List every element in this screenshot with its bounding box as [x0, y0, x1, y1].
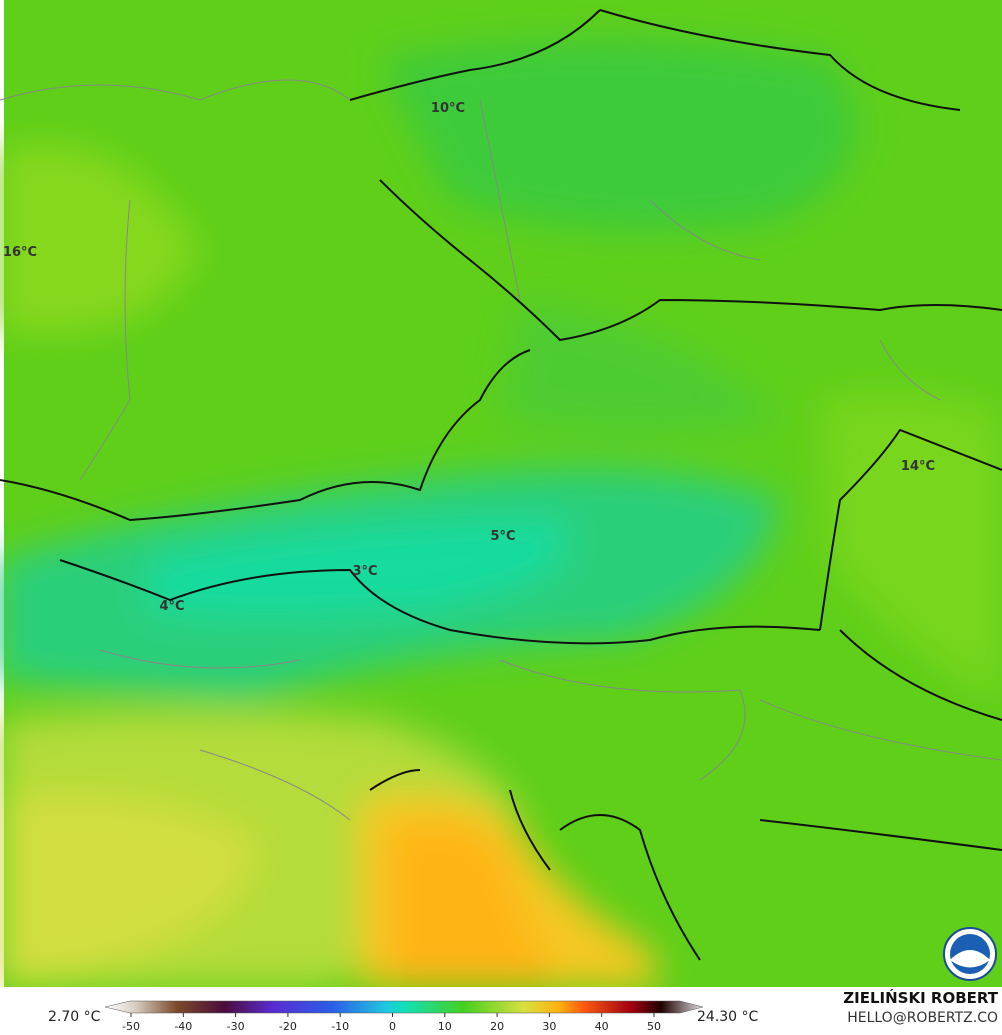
map: [0, 0, 1002, 987]
contour-label: 10°C: [431, 101, 465, 116]
contour-label: 3°C: [352, 564, 377, 579]
legend-max: 24.30 °C: [697, 1009, 759, 1025]
contour-labels: 10°C 16°C 14°C 5°C 3°C 4°C: [3, 101, 935, 614]
colorbar-tick-label: -30: [227, 1020, 245, 1033]
colorbar-tick-label: 10: [438, 1020, 452, 1033]
region-borders: [0, 79, 1002, 821]
colorbar-ticks: -50 -40 -30 -20 -10 0 10 20 30 40 50: [122, 1013, 661, 1033]
legend-min: 2.70 °C: [48, 1009, 101, 1025]
contour-label: 5°C: [490, 529, 515, 544]
colorbar-tick-label: 40: [595, 1020, 609, 1033]
colorbar-tick-label: -20: [279, 1020, 297, 1033]
noaa-logo: [943, 927, 997, 981]
colorbar: [104, 1000, 704, 1014]
temperature-field: [0, 40, 1002, 987]
country-borders: [0, 9, 1002, 961]
colorbar-tick-label: 50: [647, 1020, 661, 1033]
colorbar-tick-label: -40: [174, 1020, 192, 1033]
colorbar-tick-label: 0: [389, 1020, 396, 1033]
contour-label: 16°C: [3, 245, 37, 260]
colorbar-tick-label: 30: [542, 1020, 556, 1033]
contour-label: 14°C: [901, 459, 935, 474]
colorbar-tick-label: -10: [331, 1020, 349, 1033]
contour-label: 4°C: [159, 599, 184, 614]
credit-author: ZIELIŃSKI ROBERT: [843, 988, 998, 1007]
colorbar-tick-label: -50: [122, 1020, 140, 1033]
credit-contact: HELLO@ROBERTZ.CO: [847, 1010, 998, 1026]
colorbar-tick-label: 20: [490, 1020, 504, 1033]
